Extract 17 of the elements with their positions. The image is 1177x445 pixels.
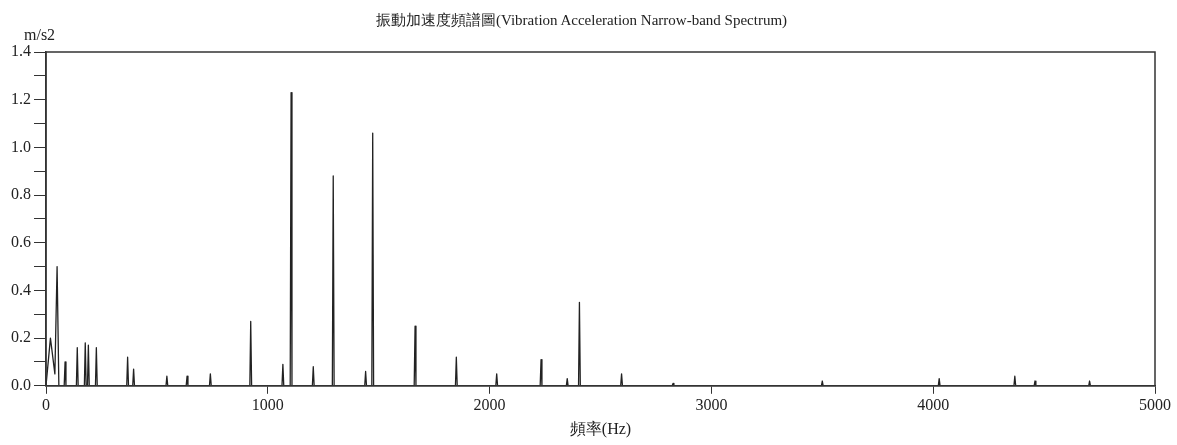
x-tick-label: 1000 <box>251 396 284 413</box>
y-tick-label: 1.0 <box>11 137 31 155</box>
chart-title: 振動加速度頻譜圖(Vibration Acceleration Narrow-band Spectrum) <box>375 11 788 29</box>
x-axis-title: 頻率(Hz) <box>569 419 632 438</box>
y-tick-label: 1.4 <box>11 42 31 60</box>
y-axis-title: m/s2 <box>24 26 56 44</box>
y-tick-label: 0.4 <box>11 280 31 298</box>
y-tick-label: 0.6 <box>11 232 31 250</box>
y-tick-label: 0.8 <box>11 185 31 203</box>
x-tick-label: 5000 <box>1139 396 1171 413</box>
x-tick-label: 3000 <box>695 396 728 413</box>
y-tick-label: 0.2 <box>11 328 31 346</box>
x-tick-label: 4000 <box>917 396 950 413</box>
x-tick-label: 0 <box>42 396 50 413</box>
y-tick-label: 1.2 <box>11 89 31 107</box>
y-tick-label: 0.0 <box>11 376 31 393</box>
x-tick-label: 2000 <box>473 396 506 413</box>
